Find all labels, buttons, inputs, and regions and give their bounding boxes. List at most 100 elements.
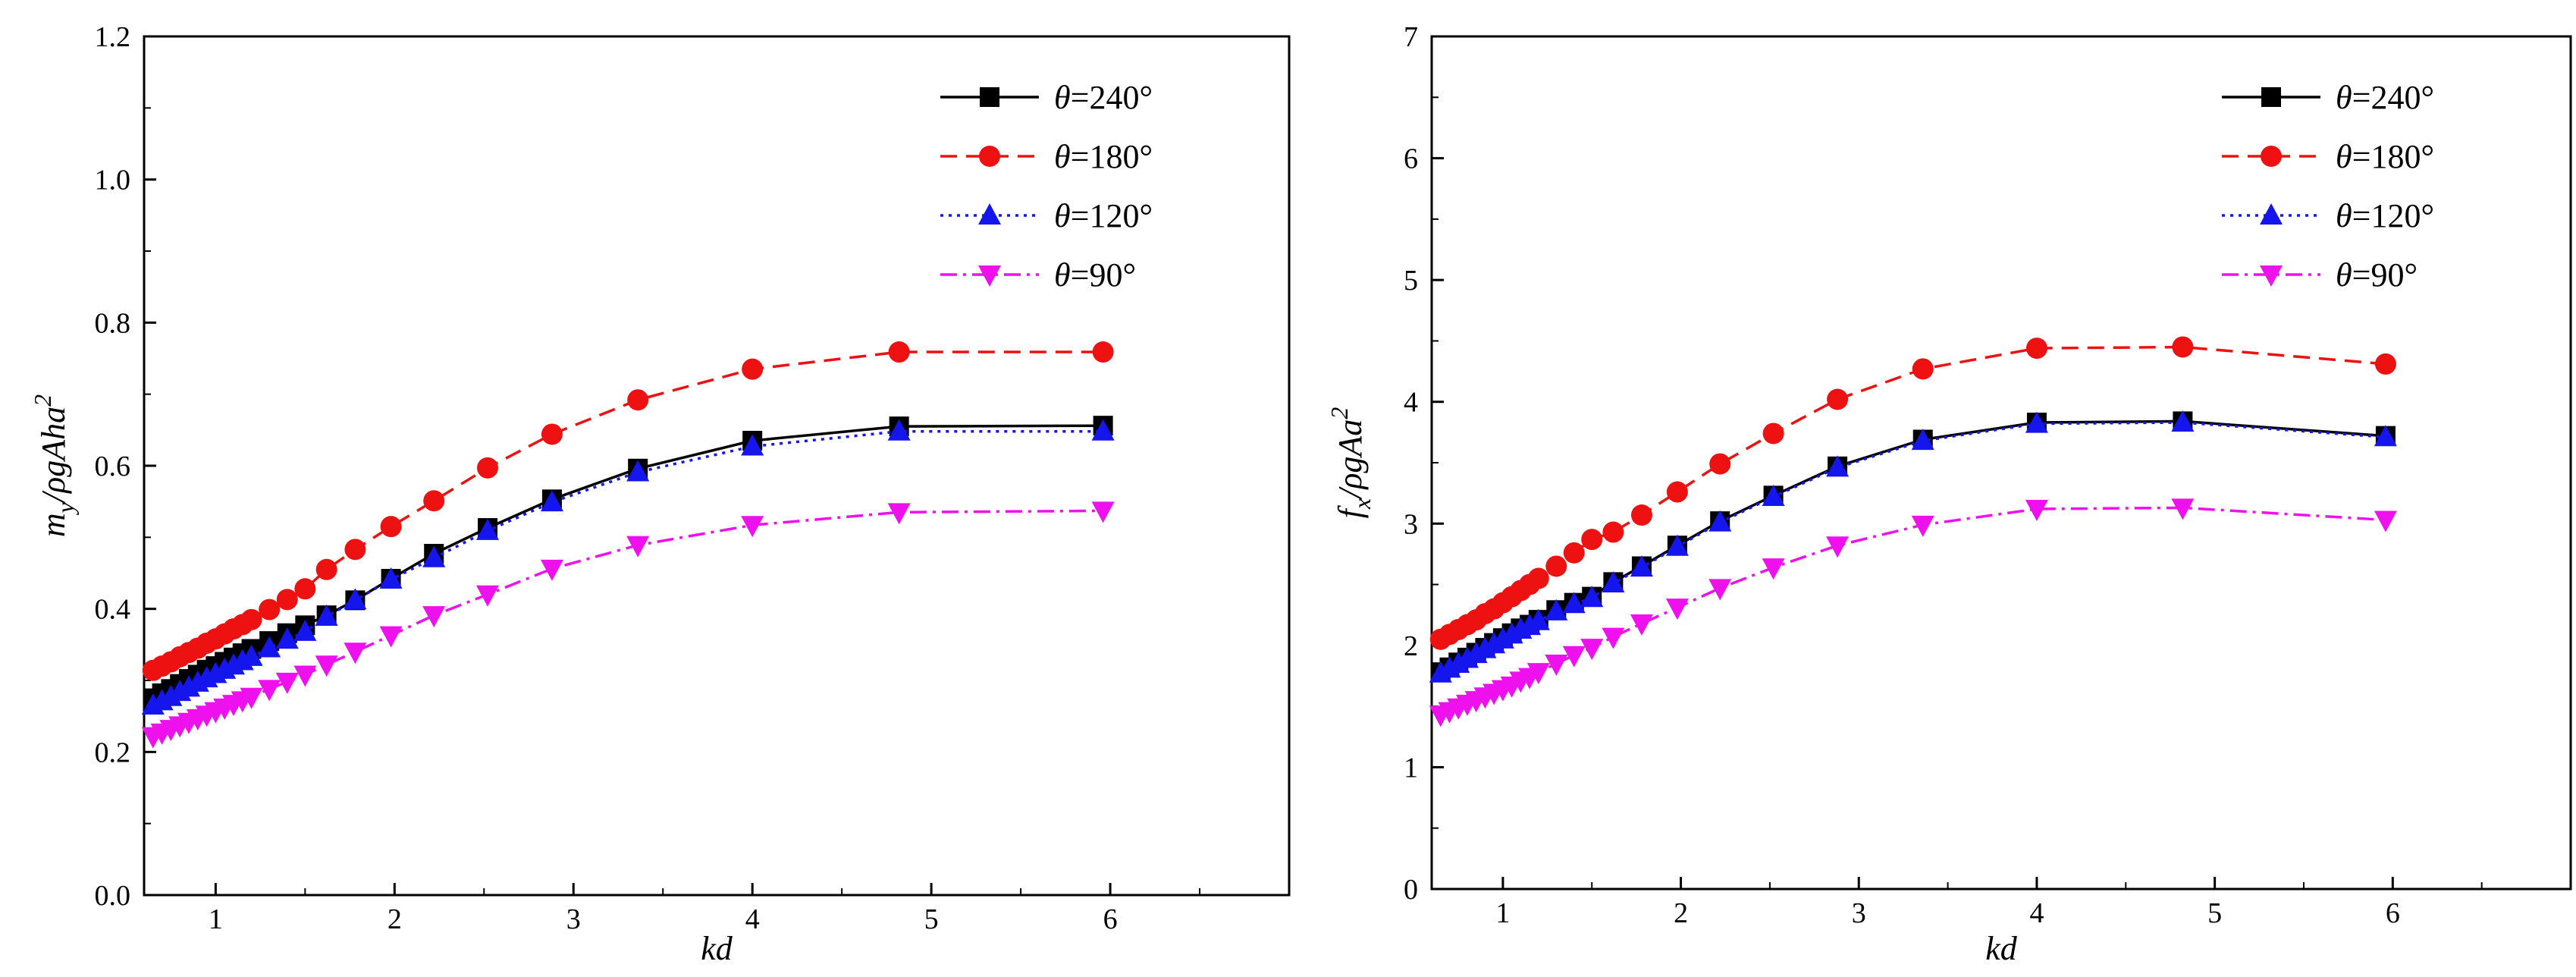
data-point: [344, 588, 367, 610]
data-point: [240, 687, 263, 709]
data-point: [379, 626, 403, 648]
y-axis-label: my/ρgAha2: [29, 394, 79, 537]
x-tick-label: 1: [209, 903, 223, 935]
data-point: [626, 460, 650, 482]
data-point: [2025, 411, 2048, 433]
y-tick-label: 0.4: [95, 594, 131, 626]
data-point: [315, 558, 337, 580]
data-point: [1665, 598, 1689, 620]
data-point: [888, 341, 910, 363]
data-point: [2374, 425, 2397, 447]
y-tick-label: 0.0: [95, 880, 131, 912]
x-axis-label: kd: [1985, 930, 2018, 967]
y-tick-label: 2: [1404, 630, 1418, 662]
data-point: [380, 516, 402, 538]
data-point: [1602, 521, 1624, 543]
data-point: [1091, 419, 1115, 441]
y-tick-label: 7: [1404, 21, 1418, 53]
chart-panel-1: 1 2 3 4 5 6 0.0 0.2 0.4 0.6 0.8 1.0 1.2 kd my/ρgAha2 θ=…: [29, 21, 1291, 967]
series-theta-90: [141, 501, 1115, 749]
data-point: [1826, 536, 1850, 558]
legend-marker: [978, 203, 1001, 225]
x-axis-label: kd: [701, 930, 733, 967]
legend-label: θ=90°: [2336, 256, 2418, 294]
data-point: [1630, 614, 1653, 636]
data-point: [1562, 646, 1586, 668]
legend-marker: [2261, 87, 2281, 107]
data-point: [1602, 570, 1625, 592]
legend-label: θ=240°: [1054, 79, 1153, 116]
data-point: [1526, 608, 1550, 630]
y-tick-label: 1.0: [95, 165, 131, 196]
data-point: [294, 578, 316, 600]
data-point: [477, 457, 498, 479]
legend-label: θ=120°: [1054, 197, 1153, 234]
x-tick-label: 2: [1674, 897, 1688, 929]
x-tick-label: 3: [1852, 897, 1866, 929]
data-point: [258, 636, 281, 658]
data-point: [1580, 639, 1604, 661]
data-point: [315, 655, 338, 677]
data-point: [1580, 586, 1604, 608]
legend-marker: [980, 87, 999, 107]
x-tick-label: 6: [2386, 897, 2400, 929]
legend: θ=240° θ=180° θ=120° θ=90°: [2222, 79, 2434, 294]
data-point: [240, 644, 263, 666]
data-point: [887, 503, 911, 525]
data-point: [2374, 353, 2396, 375]
x-tick-label: 5: [924, 903, 939, 935]
data-point: [2171, 410, 2195, 432]
x-tick-label: 1: [1495, 897, 1510, 929]
data-point: [1091, 501, 1115, 523]
data-point: [1526, 663, 1550, 685]
data-point: [423, 490, 445, 512]
legend-label: θ=180°: [2336, 138, 2434, 175]
legend-item-theta-120: θ=120°: [940, 197, 1153, 234]
data-point: [259, 598, 281, 620]
data-point: [541, 423, 563, 445]
data-point: [1092, 341, 1114, 363]
data-point: [1563, 542, 1585, 564]
series-theta-240: [143, 416, 1113, 708]
data-point: [476, 585, 499, 607]
legend-item-theta-120: θ=120°: [2222, 197, 2434, 234]
data-point: [742, 358, 764, 380]
data-point: [1827, 388, 1849, 410]
data-point: [540, 490, 563, 512]
data-point: [1708, 510, 1732, 532]
legend-item-theta-90: θ=90°: [940, 256, 1136, 294]
data-point: [1545, 654, 1568, 676]
data-point: [1562, 592, 1586, 614]
data-point: [887, 419, 911, 441]
y-tick-label: 1: [1404, 752, 1418, 784]
legend-marker: [979, 146, 1000, 167]
data-point: [2025, 500, 2048, 522]
data-point: [1527, 567, 1549, 589]
data-point: [1545, 598, 1568, 620]
data-point: [1911, 515, 1934, 537]
series-theta-120: [1429, 410, 2397, 683]
y-tick-label: 0: [1404, 874, 1418, 906]
legend-label: θ=240°: [2336, 79, 2434, 116]
data-point: [1602, 627, 1625, 649]
data-point: [379, 567, 403, 589]
data-point: [476, 518, 499, 540]
data-point: [258, 680, 281, 702]
data-point: [2025, 338, 2047, 360]
data-point: [1762, 484, 1785, 506]
data-point: [627, 389, 649, 411]
data-point: [1709, 453, 1731, 475]
data-point: [275, 672, 299, 694]
legend-item-theta-180: θ=180°: [940, 138, 1153, 175]
series-theta-180: [142, 341, 1114, 681]
x-tick-label: 6: [1103, 903, 1118, 935]
data-point: [1630, 555, 1653, 577]
legend-label: θ=180°: [1054, 138, 1153, 175]
y-tick-label: 0.8: [95, 307, 131, 339]
data-point: [2172, 336, 2194, 358]
data-point: [422, 545, 446, 567]
y-tick-label: 4: [1404, 387, 1418, 419]
data-point: [1826, 455, 1850, 477]
legend-label: θ=90°: [1054, 256, 1136, 294]
